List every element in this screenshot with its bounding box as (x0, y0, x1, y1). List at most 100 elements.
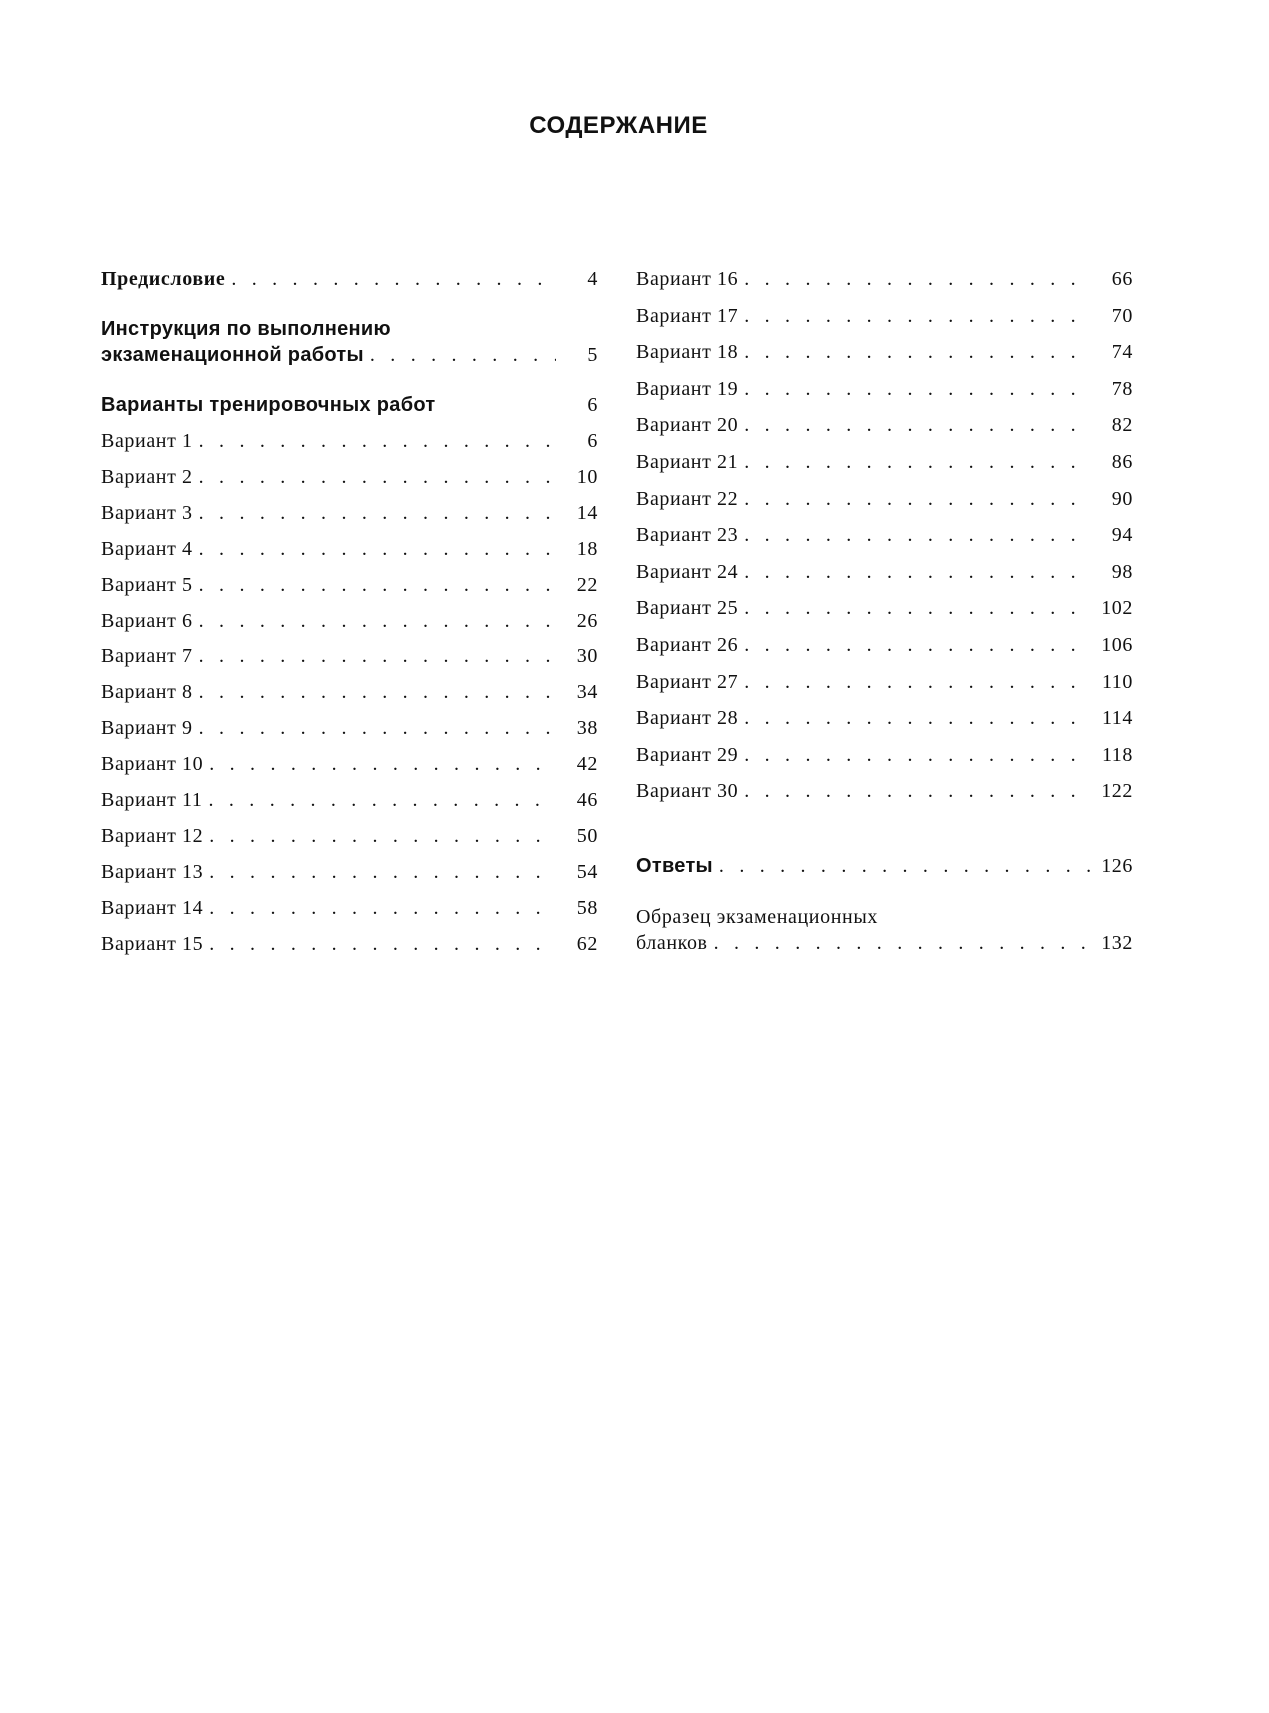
dot-leader (209, 753, 556, 776)
page-title: СОДЕРЖАНИЕ (529, 112, 708, 139)
dot-leader (719, 855, 1091, 878)
dot-leader (744, 268, 1091, 291)
toc-entry-label: Вариант 22 (636, 487, 739, 510)
toc-entry[interactable]: Вариант 30 122 (636, 780, 1133, 806)
dot-leader (231, 268, 556, 291)
dot-leader (199, 430, 556, 453)
toc-entry[interactable]: Вариант 25 102 (636, 597, 1133, 623)
toc-entry-page-number: 74 (1111, 341, 1133, 364)
toc-entry-label: Вариант 10 (101, 753, 204, 776)
toc-entry[interactable]: Вариант 27 110 (636, 671, 1133, 697)
toc-entry[interactable]: Вариант 18 74 (636, 341, 1133, 367)
dot-leader (199, 502, 556, 525)
toc-entry-label: Вариант 26 (636, 634, 739, 656)
toc-entry-label: Вариант 30 (636, 780, 739, 803)
toc-entry[interactable]: Вариант 5 22 (101, 574, 598, 600)
toc-entry-page-number: 22 (576, 573, 598, 596)
toc-entry[interactable]: бланков 132 (636, 932, 1133, 958)
toc-entry[interactable]: Вариант 6 26 (101, 610, 598, 636)
toc-entry[interactable]: Вариант 28 114 (636, 707, 1133, 733)
toc-entry[interactable]: Вариант 21 86 (636, 451, 1133, 477)
toc-entry[interactable]: Вариант 15 62 (101, 933, 598, 959)
toc-entry-label: Вариант 29 (636, 743, 739, 766)
toc-entry-label: Вариант 24 (636, 560, 739, 583)
toc-entry-page-number: 118 (1101, 743, 1133, 766)
toc-entry[interactable]: Варианты тренировочных работ 6 (101, 394, 598, 420)
toc-entry[interactable]: Предисловие 4 (101, 268, 598, 294)
toc-entry-page-number: 14 (576, 501, 598, 524)
toc-entry[interactable]: Вариант 2 10 (101, 466, 598, 492)
toc-entry[interactable]: Вариант 12 50 (101, 825, 598, 851)
toc-entry-page-number: 82 (1111, 414, 1133, 437)
toc-entry[interactable]: Вариант 16 66 (636, 268, 1133, 294)
toc-entry-page-number: 90 (1111, 487, 1133, 510)
toc-entry-label: Вариант 27 (636, 670, 739, 693)
dot-leader (744, 707, 1091, 730)
dot-leader (744, 378, 1091, 401)
toc-entry-page-number: 102 (1101, 597, 1133, 620)
toc-entry[interactable]: Вариант 19 78 (636, 378, 1133, 404)
toc-entry-label: Вариант 25 (636, 597, 739, 620)
toc-entry[interactable]: Ответы 126 (636, 855, 1133, 881)
dot-leader (744, 597, 1091, 620)
toc-entry[interactable]: Вариант 24 98 (636, 561, 1133, 587)
toc-entry-label: Вариант 28 (636, 707, 739, 730)
toc-entry-page-number: 70 (1111, 304, 1133, 327)
toc-entry-label: Предисловие (101, 268, 226, 290)
toc-entry[interactable]: Вариант 8 34 (101, 681, 598, 707)
toc-entry-page-number: 114 (1101, 707, 1133, 730)
toc-entry-page-number: 34 (576, 681, 598, 704)
toc-entry[interactable]: Вариант 20 82 (636, 414, 1133, 440)
toc-entry-page-number: 6 (587, 430, 598, 452)
toc-entry-label: Вариант 17 (636, 304, 739, 327)
toc-entry-label: Варианты тренировочных работ (101, 394, 436, 416)
toc-entry-page-number: 42 (576, 753, 598, 776)
toc-entry-page-number: 86 (1111, 451, 1133, 473)
toc-entry-page-number: 30 (576, 645, 598, 668)
toc-entry-page-number: 110 (1101, 670, 1133, 693)
dot-leader (199, 681, 556, 704)
dot-leader (199, 538, 556, 561)
toc-entry-label: Вариант 13 (101, 860, 204, 883)
toc-entry[interactable]: Вариант 4 18 (101, 538, 598, 564)
toc-entry[interactable]: Вариант 3 14 (101, 502, 598, 528)
toc-entry[interactable]: Вариант 9 38 (101, 717, 598, 743)
toc-entry[interactable]: Вариант 1 6 (101, 430, 598, 456)
dot-leader (744, 561, 1091, 584)
dot-leader (744, 451, 1091, 474)
toc-entry[interactable]: Вариант 22 90 (636, 488, 1133, 514)
toc-entry-label: экзаменационной работы (101, 344, 364, 366)
toc-entry-label: Вариант 14 (101, 896, 204, 919)
toc-entry[interactable]: Вариант 17 70 (636, 305, 1133, 331)
dot-leader (209, 825, 556, 848)
toc-entry-label: Вариант 23 (636, 524, 739, 547)
toc-entry[interactable]: Вариант 13 54 (101, 861, 598, 887)
toc-entry-page-number: 78 (1111, 377, 1133, 400)
toc-entry[interactable]: Вариант 26 106 (636, 634, 1133, 660)
dot-leader (744, 341, 1091, 364)
toc-entry[interactable]: Вариант 7 30 (101, 645, 598, 671)
toc-entry-label: Вариант 7 (101, 645, 193, 668)
toc-entry[interactable]: Вариант 29 118 (636, 744, 1133, 770)
toc-entry-label: Вариант 6 (101, 609, 193, 632)
toc-entry-label: Вариант 2 (101, 465, 193, 488)
toc-entry-label: Вариант 15 (101, 932, 204, 955)
toc-entry[interactable]: экзаменационной работы 5 (101, 344, 598, 370)
toc-entry-page-number: 18 (576, 537, 598, 560)
dot-leader (209, 933, 556, 956)
toc-entry[interactable]: Вариант 23 94 (636, 524, 1133, 550)
toc-entry-label: Вариант 9 (101, 717, 193, 740)
toc-entry-label: Вариант 4 (101, 537, 193, 560)
toc-entry-label: бланков (636, 932, 708, 954)
dot-leader (744, 524, 1091, 547)
toc-entry-page-number: 38 (576, 717, 598, 740)
toc-entry[interactable]: Вариант 14 58 (101, 897, 598, 923)
toc-entry[interactable]: Вариант 11 46 (101, 789, 598, 815)
toc-entry-page-number: 94 (1111, 524, 1133, 547)
toc-entry[interactable]: Вариант 10 42 (101, 753, 598, 779)
dot-leader (209, 897, 556, 920)
toc-entry-page-number: 66 (1111, 268, 1133, 290)
dot-leader (199, 717, 556, 740)
toc-entry-page-number: 126 (1101, 855, 1133, 877)
dot-leader (744, 671, 1091, 694)
